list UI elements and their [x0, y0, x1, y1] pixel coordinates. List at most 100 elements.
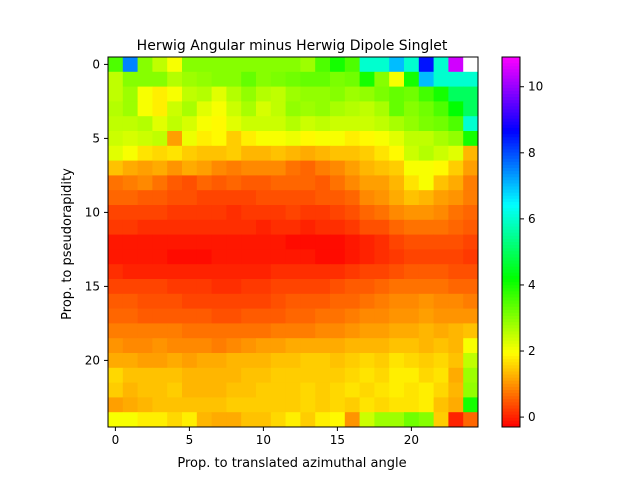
colorbar-segment	[502, 393, 520, 397]
heatmap-cell	[344, 412, 360, 428]
colorbar-segment	[502, 380, 520, 385]
heatmap-cell	[211, 205, 227, 221]
heatmap-cell	[344, 131, 360, 147]
heatmap-cell	[448, 116, 464, 132]
heatmap-cell	[196, 293, 212, 309]
heatmap-cell	[344, 353, 360, 369]
heatmap-cell	[241, 116, 257, 132]
heatmap-cell	[404, 205, 420, 221]
heatmap-cell	[137, 101, 153, 117]
heatmap-cell	[256, 353, 272, 369]
heatmap-cell	[404, 397, 420, 413]
heatmap-cell	[196, 397, 212, 413]
heatmap-cell	[418, 367, 434, 383]
heatmap-cell	[152, 353, 168, 369]
colorbar-segment	[502, 180, 520, 184]
heatmap-cell	[256, 338, 272, 354]
heatmap-cell	[226, 86, 242, 102]
heatmap-cell	[108, 382, 124, 398]
heatmap-cell	[463, 367, 479, 383]
heatmap-cell	[196, 353, 212, 369]
heatmap-cell	[211, 101, 227, 117]
heatmap-cell	[404, 71, 420, 87]
colorbar-segment	[502, 328, 520, 332]
heatmap-cell	[463, 293, 479, 309]
heatmap-cell	[448, 86, 464, 102]
colorbar-segment	[502, 238, 520, 243]
heatmap-cell	[344, 264, 360, 280]
heatmap-cell	[285, 234, 301, 250]
heatmap-cell	[448, 382, 464, 398]
heatmap-cell	[226, 338, 242, 354]
heatmap-cell	[182, 323, 198, 339]
heatmap-cell	[196, 145, 212, 161]
heatmap-cell	[137, 412, 153, 428]
heatmap-cell	[448, 264, 464, 280]
heatmap-cell	[122, 323, 138, 339]
heatmap-cell	[359, 116, 375, 132]
heatmap-cell	[137, 308, 153, 324]
heatmap-cell	[330, 382, 346, 398]
heatmap-cell	[374, 71, 390, 87]
colorbar-segment	[502, 100, 520, 104]
heatmap-cell	[137, 264, 153, 280]
heatmap-cell	[196, 412, 212, 428]
heatmap-cell	[300, 264, 316, 280]
heatmap-cell	[182, 145, 198, 161]
heatmap-cell	[344, 367, 360, 383]
heatmap-cell	[374, 131, 390, 147]
heatmap-cell	[330, 57, 346, 73]
heatmap-cell	[108, 190, 124, 206]
heatmap-cell	[241, 86, 257, 102]
heatmap-cell	[285, 86, 301, 102]
heatmap-cell	[433, 116, 449, 132]
heatmap-cell	[448, 338, 464, 354]
heatmap-cell	[448, 234, 464, 250]
heatmap-cell	[330, 367, 346, 383]
colorbar-segment	[502, 189, 520, 194]
colorbar-segment	[502, 420, 520, 425]
colorbar-segment	[502, 94, 520, 98]
heatmap-cell	[404, 86, 420, 102]
heatmap-cell	[359, 219, 375, 235]
colorbar-segment	[502, 297, 520, 302]
heatmap-cell	[389, 71, 405, 87]
heatmap-cell	[285, 353, 301, 369]
heatmap-cell	[448, 323, 464, 339]
heatmap-cell	[122, 71, 138, 87]
heatmap-cell	[270, 323, 286, 339]
heatmap-cell	[196, 219, 212, 235]
colorbar-segment	[502, 337, 520, 342]
heatmap-cell	[463, 234, 479, 250]
heatmap-cell	[374, 308, 390, 324]
heatmap-cell	[344, 279, 360, 295]
heatmap-cell	[152, 412, 168, 428]
heatmap-cell	[359, 308, 375, 324]
heatmap-cell	[374, 249, 390, 265]
heatmap-cell	[241, 71, 257, 87]
heatmap-cell	[404, 175, 420, 191]
heatmap-cell	[196, 190, 212, 206]
heatmap-cell	[270, 293, 286, 309]
heatmap-cell	[433, 382, 449, 398]
heatmap-cell	[374, 412, 390, 428]
heatmap-cell	[300, 131, 316, 147]
colorbar-segment	[502, 269, 520, 274]
heatmap-cell	[315, 131, 331, 147]
heatmap-cell	[270, 382, 286, 398]
heatmap-cell	[241, 101, 257, 117]
heatmap-cell	[270, 175, 286, 191]
heatmap-cell	[359, 353, 375, 369]
heatmap-cell	[182, 175, 198, 191]
heatmap-cell	[152, 279, 168, 295]
heatmap-cell	[404, 367, 420, 383]
heatmap-cell	[167, 323, 183, 339]
heatmap-cell	[374, 101, 390, 117]
heatmap-cell	[404, 116, 420, 132]
heatmap-cell	[137, 86, 153, 102]
heatmap-cell	[315, 293, 331, 309]
heatmap-cell	[389, 367, 405, 383]
heatmap-cell	[433, 367, 449, 383]
heatmap-cell	[374, 367, 390, 383]
heatmap-cell	[152, 160, 168, 176]
